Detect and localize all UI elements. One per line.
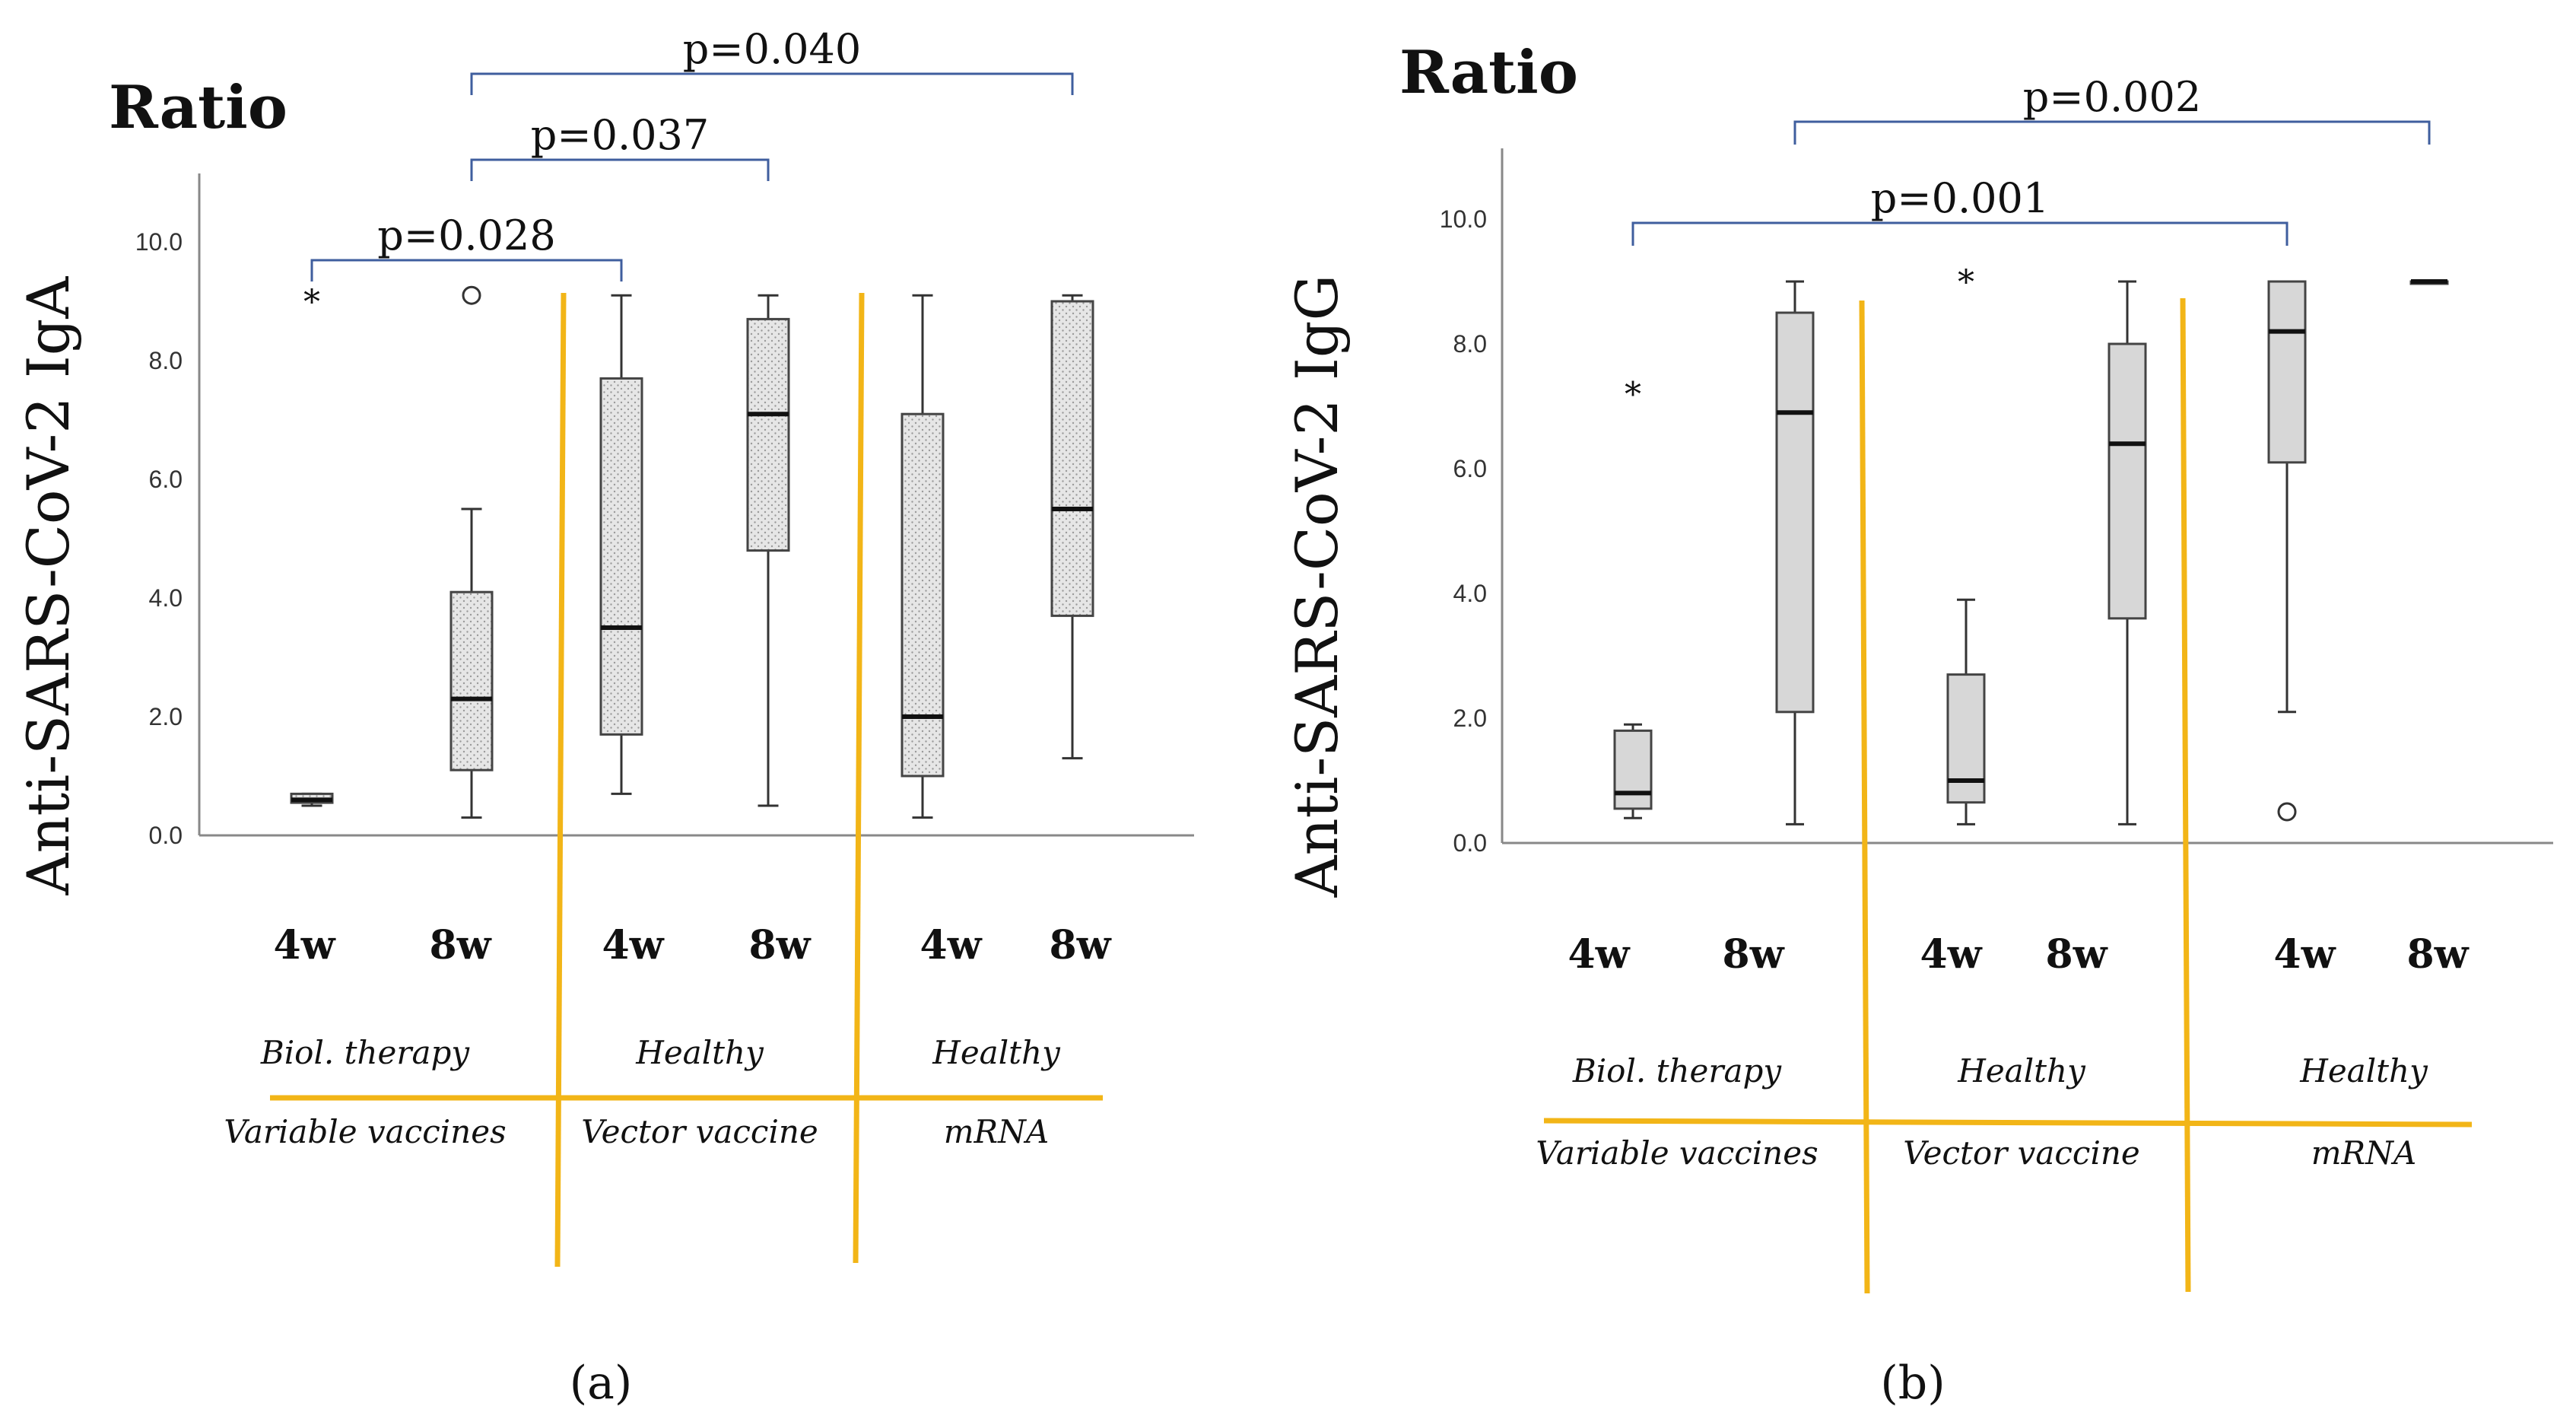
panel-a-x-category-label: 8w [749,922,812,969]
panel-a-group-label-bottom: Vector vaccine [581,1113,818,1150]
panel-a-box-5 [900,294,945,819]
panel-a-y-tick-label: 4.0 [149,584,183,612]
panel-a-comparison-bracket [310,259,623,282]
box-body [746,317,790,552]
panel-b-x-category-label: 4w [1920,931,1983,978]
panel-a-group-divider-1 [554,292,567,1268]
panel-b-p-value: p=0.001 [1871,174,2049,222]
panel-b-x-category-label: 8w [1723,931,1785,978]
panel-b-x-category-label: 8w [2407,931,2470,978]
panel-b-y-tick-label: 10.0 [1440,205,1487,233]
panel-a-box-1: * [290,283,334,807]
panel-b-box-6 [2409,279,2449,285]
box-body [1946,673,1986,804]
panel-a-box-3 [599,294,643,795]
panel-a-y-tick-label: 10.0 [135,228,183,256]
panel-b-y-tick-label: 4.0 [1453,580,1487,607]
panel-b-group-label-bottom: Variable vaccines [1536,1134,1818,1172]
panel-b-group-label-top: Healthy [1957,1052,2086,1089]
panel-a-x-category-label: 8w [1050,922,1112,969]
box-body [900,412,945,778]
panel-a-p-value: p=0.040 [683,25,861,73]
box-body [1613,729,1653,810]
outlier-star: * [1958,263,1974,302]
panel-b-x-category-label: 8w [2046,931,2108,978]
panel-b-x-category-label: 4w [1568,931,1631,978]
panel-b-comparison-bracket [1631,221,2289,246]
box-body [449,590,494,771]
panel-b-title: Ratio [1399,38,1578,107]
panel-b-y-tick-label: 2.0 [1453,705,1487,732]
panel-a-y-tick-label: 8.0 [149,347,183,374]
panel-a-box-4 [746,294,790,807]
panel-a-caption: (a) [570,1357,633,1410]
panel-a-title: Ratio [109,73,287,142]
panel-a-y-tick-label: 2.0 [149,703,183,730]
outlier-circle [462,285,481,305]
panel-b-group-label-bottom: Vector vaccine [1903,1134,2140,1172]
panel-b-p-value: p=0.002 [2023,73,2201,121]
panel-b-y-tick-label: 0.0 [1453,829,1487,857]
panel-b-group-label-top: Healthy [2299,1052,2428,1089]
panel-a-group-label-bottom: Variable vaccines [224,1113,506,1150]
panel-a-y-tick-label: 0.0 [149,822,183,849]
panel-a-y-axis-label: Anti-SARS-CoV-2 IgA [14,276,82,896]
panel-a-group-divider-2 [853,292,865,1264]
outlier-star: * [303,283,320,322]
panel-b-box-2 [1775,280,1815,825]
panel-b-y-tick-label: 8.0 [1453,330,1487,358]
panel-a-y-tick-label: 6.0 [149,466,183,493]
panel-b-comparison-bracket [1793,120,2431,145]
panel-b-caption: (b) [1880,1357,1945,1410]
outlier-star: * [1625,376,1641,415]
panel-a-comparison-bracket [470,158,770,181]
panel-b-box-3: * [1946,263,1986,825]
panel-b: Ratio Anti-SARS-CoV-2 IgG 0.0 2.0 4.0 6.0 8.… [1283,38,2553,1410]
box-body [2107,342,2147,620]
panel-a-x-category-label: 4w [602,922,665,969]
panel-a-x-category-label: 4w [274,922,336,969]
panel-a-group-label-top: Biol. therapy [260,1034,471,1071]
panel-b-box-4 [2107,280,2147,825]
panel-b-x-category-label: 4w [2274,931,2336,978]
panel-a-box-2 [449,285,494,819]
panel-a-group-label-top: Healthy [932,1034,1061,1071]
panel-b-group-label-top: Biol. therapy [1572,1052,1783,1089]
box-body [599,377,643,736]
panel-b-box-1: * [1613,376,1653,819]
panel-a-x-category-label: 4w [920,922,983,969]
panel-a: Ratio Anti-SARS-CoV-2 IgA 0.0 2.0 4.0 6.0 8.… [14,25,1194,1410]
panel-b-box-5 [2267,280,2307,822]
outlier-circle [2277,802,2297,822]
box-body [1775,311,1815,714]
panel-a-group-label-top: Healthy [635,1034,764,1071]
box-body [2267,280,2307,464]
panel-a-group-label-bottom: mRNA [944,1113,1050,1150]
panel-b-y-axis-label: Anti-SARS-CoV-2 IgG [1283,275,1351,898]
panel-a-x-category-label: 8w [430,922,492,969]
panel-b-y-tick-label: 6.0 [1453,455,1487,482]
box-body [1050,300,1094,617]
panel-a-p-value: p=0.037 [531,111,709,159]
panel-a-p-value: p=0.028 [377,212,555,259]
panel-b-group-label-bottom: mRNA [2311,1134,2417,1172]
panel-a-box-6 [1050,294,1094,760]
panel-a-comparison-bracket [470,72,1074,95]
panel-b-group-divider-2 [2180,297,2191,1293]
panel-b-group-divider-1 [1859,300,1870,1294]
panel-b-group-divider-horizontal [1543,1118,2473,1128]
